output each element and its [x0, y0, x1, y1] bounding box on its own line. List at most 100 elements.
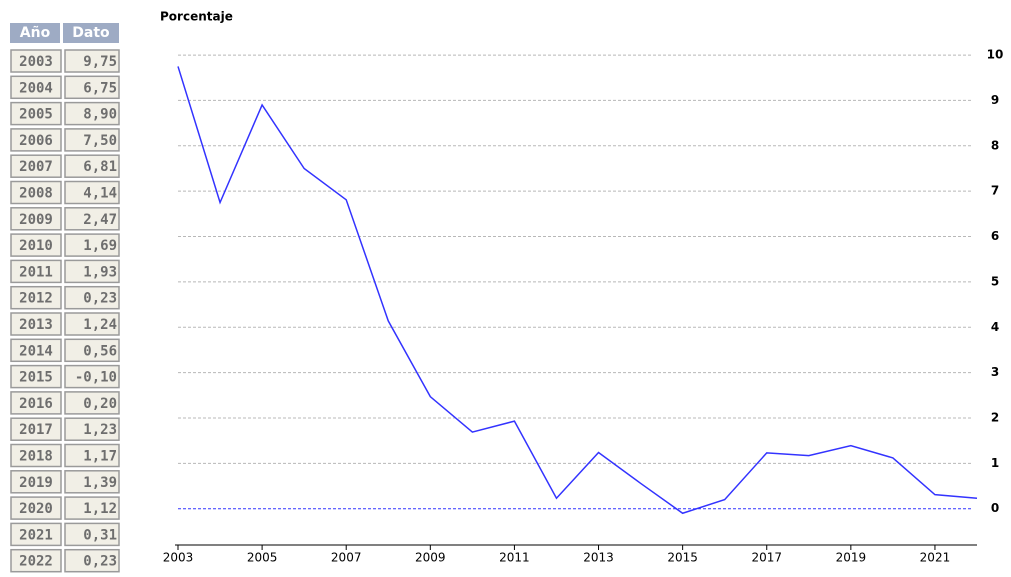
- year-text: 2015: [19, 370, 53, 386]
- value-text: 7,50: [83, 133, 117, 149]
- y-tick-label: 3: [991, 365, 999, 379]
- year-cell: [10, 233, 62, 257]
- value-cell: [64, 391, 120, 415]
- value-text: 1,24: [83, 317, 117, 333]
- year-cell: [10, 75, 62, 100]
- y-tick-label: 2: [991, 410, 999, 424]
- year-cell: [10, 417, 62, 441]
- header-cell: [63, 23, 119, 43]
- value-cell: [64, 548, 120, 573]
- year-cell: [10, 128, 62, 152]
- value-cell: [64, 180, 120, 205]
- value-cell: [64, 75, 120, 100]
- value-text: 8,90: [83, 107, 117, 123]
- value-text: 6,75: [83, 80, 117, 96]
- value-text: 0,31: [83, 527, 117, 543]
- value-cell: [64, 522, 120, 547]
- y-tick-label: 0: [991, 501, 999, 515]
- year-text: 2008: [19, 186, 53, 202]
- value-text: 1,39: [83, 475, 117, 491]
- year-cell: [10, 101, 62, 126]
- value-text: 6,81: [83, 159, 117, 175]
- value-cell: [64, 496, 120, 520]
- value-cell: [64, 207, 120, 231]
- year-cell: [10, 154, 62, 178]
- value-text: 9,75: [83, 54, 117, 70]
- x-tick-label: 2007: [331, 551, 362, 565]
- value-text: 2,47: [83, 212, 117, 228]
- year-cell: [10, 496, 62, 520]
- y-axis-label: Porcentaje: [160, 10, 233, 24]
- value-cell: [64, 285, 120, 310]
- value-cell: [64, 364, 120, 389]
- year-text: 2022: [19, 554, 53, 570]
- year-cell: [10, 180, 62, 205]
- value-text: 0,56: [83, 343, 117, 359]
- x-tick-label: 2015: [667, 551, 698, 565]
- x-tick-label: 2019: [836, 551, 867, 565]
- year-cell: [10, 312, 62, 336]
- y-tick-label: 5: [991, 274, 999, 288]
- year-text: 2016: [19, 396, 53, 412]
- x-tick-label: 2003: [163, 551, 194, 565]
- year-text: 2010: [19, 238, 53, 254]
- value-cell: [64, 128, 120, 152]
- value-cell: [64, 470, 120, 494]
- x-tick-label: 2005: [247, 551, 278, 565]
- x-tick-label: 2013: [583, 551, 614, 565]
- value-text: 4,14: [83, 186, 117, 202]
- value-text: 0,20: [83, 396, 117, 412]
- x-tick-label: 2017: [751, 551, 782, 565]
- year-text: 2005: [19, 107, 53, 123]
- value-cell: [64, 312, 120, 336]
- value-cell: [64, 101, 120, 126]
- year-cell: [10, 49, 62, 73]
- y-tick-label: 10: [987, 48, 1004, 62]
- y-tick-label: 1: [991, 456, 999, 470]
- header-text: Dato: [72, 25, 110, 41]
- x-tick-label: 2009: [415, 551, 446, 565]
- year-text: 2007: [19, 159, 53, 175]
- year-cell: [10, 207, 62, 231]
- value-cell: [64, 233, 120, 257]
- year-cell: [10, 522, 62, 547]
- data-line: [177, 66, 978, 515]
- year-text: 2020: [19, 501, 53, 517]
- year-cell: [10, 391, 62, 415]
- year-cell: [10, 338, 62, 363]
- value-cell: [64, 443, 120, 468]
- x-tick-label: 2021: [920, 551, 951, 565]
- value-text: 1,69: [83, 238, 117, 254]
- year-text: 2003: [19, 54, 53, 70]
- y-tick-label: 8: [991, 138, 999, 152]
- x-tick-label: 2011: [499, 551, 530, 565]
- year-text: 2011: [19, 264, 53, 280]
- year-text: 2017: [19, 422, 53, 438]
- value-text: -0,10: [75, 370, 117, 386]
- year-text: 2012: [19, 291, 53, 307]
- year-cell: [10, 470, 62, 494]
- year-cell: [10, 285, 62, 310]
- year-cell: [10, 259, 62, 284]
- year-text: 2004: [19, 80, 53, 96]
- year-text: 2021: [19, 527, 53, 543]
- y-tick-label: 6: [991, 229, 999, 243]
- year-cell: [10, 548, 62, 573]
- value-cell: [64, 338, 120, 363]
- value-text: 1,23: [83, 422, 117, 438]
- value-cell: [64, 154, 120, 178]
- value-cell: [64, 259, 120, 284]
- year-text: 2006: [19, 133, 53, 149]
- value-text: 0,23: [83, 554, 117, 570]
- value-cell: [64, 49, 120, 73]
- year-text: 2014: [19, 343, 53, 359]
- header-text: Año: [20, 25, 51, 41]
- header-cell: [10, 23, 60, 43]
- year-cell: [10, 443, 62, 468]
- value-text: 1,12: [83, 501, 117, 517]
- year-text: 2018: [19, 449, 53, 465]
- value-text: 1,93: [83, 264, 117, 280]
- year-text: 2009: [19, 212, 53, 228]
- y-tick-label: 7: [991, 184, 999, 198]
